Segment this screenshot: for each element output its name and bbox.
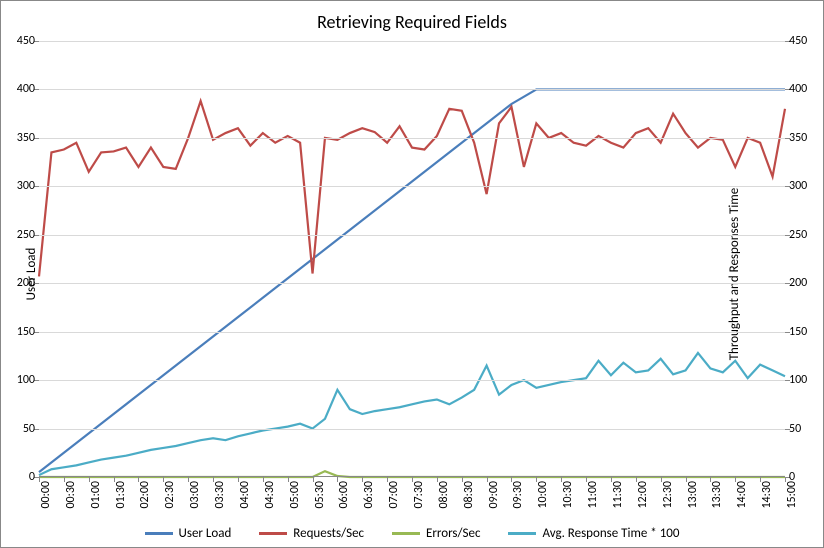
y-tick-left: 150 (17, 325, 35, 339)
y-tick-right: 350 (789, 131, 807, 145)
y-tick-left: 0 (29, 470, 35, 484)
x-tick: 00:30 (64, 481, 78, 509)
y-tick-right: 450 (789, 34, 807, 48)
x-tick: 01:00 (89, 481, 103, 509)
x-tick: 05:00 (288, 481, 302, 509)
x-tick: 07:30 (412, 481, 426, 509)
gridline (39, 235, 785, 236)
x-tick: 07:00 (387, 481, 401, 509)
x-tick: 09:00 (487, 481, 501, 509)
x-tick: 13:00 (686, 481, 700, 509)
x-tick: 09:30 (511, 481, 525, 509)
y-tick-right: 300 (789, 179, 807, 193)
gridline (39, 283, 785, 284)
gridline (39, 380, 785, 381)
x-tick: 04:30 (263, 481, 277, 509)
gridline (39, 429, 785, 430)
y-tick-left: 100 (17, 373, 35, 387)
x-tick: 14:30 (760, 481, 774, 509)
x-tick: 02:30 (163, 481, 177, 509)
x-tick: 10:00 (536, 481, 550, 509)
series-svg (39, 41, 785, 477)
legend-label: Errors/Sec (426, 526, 480, 541)
plot-area: 0501001502002503003504004500501001502002… (39, 41, 785, 477)
y-tick-left: 200 (17, 276, 35, 290)
x-tick: 06:30 (362, 481, 376, 509)
y-tick-left: 450 (17, 34, 35, 48)
x-tick: 11:30 (611, 481, 625, 509)
legend-item-requests_sec: Requests/Sec (259, 526, 364, 541)
x-tick: 13:30 (710, 481, 724, 509)
y-tick-left: 350 (17, 131, 35, 145)
chart-title: Retrieving Required Fields (1, 1, 823, 37)
series-requests_sec (39, 101, 785, 276)
legend-swatch (508, 532, 536, 535)
legend-item-user_load: User Load (145, 526, 232, 541)
x-tick: 10:30 (561, 481, 575, 509)
legend-swatch (392, 532, 420, 535)
x-tick: 06:00 (337, 481, 351, 509)
series-avg_response (39, 353, 785, 475)
y-tick-right: 200 (789, 276, 807, 290)
legend-label: Avg. Response Time * 100 (542, 526, 679, 541)
y-tick-right: 50 (789, 422, 801, 436)
x-tick: 00:00 (39, 481, 53, 509)
y-tick-left: 50 (23, 422, 35, 436)
x-tick: 08:00 (437, 481, 451, 509)
legend-swatch (259, 532, 287, 535)
y-axis-left-label: User Load (24, 248, 39, 301)
y-tick-right: 250 (789, 228, 807, 242)
x-tick: 04:00 (238, 481, 252, 509)
y-tick-left: 250 (17, 228, 35, 242)
x-tick: 12:00 (636, 481, 650, 509)
x-tick: 14:00 (735, 481, 749, 509)
y-tick-right: 400 (789, 82, 807, 96)
x-tick: 12:30 (661, 481, 675, 509)
legend-label: Requests/Sec (293, 526, 364, 541)
y-tick-left: 300 (17, 179, 35, 193)
legend-swatch (145, 532, 173, 535)
legend-item-avg_response: Avg. Response Time * 100 (508, 526, 679, 541)
chart-container: Retrieving Required Fields User Load Thr… (0, 0, 824, 548)
gridline (39, 186, 785, 187)
x-tick: 05:30 (313, 481, 327, 509)
gridline (39, 138, 785, 139)
x-tick: 11:00 (586, 481, 600, 509)
x-tick: 08:30 (462, 481, 476, 509)
gridline (39, 89, 785, 90)
gridline (39, 332, 785, 333)
gridline (39, 41, 785, 42)
y-tick-left: 400 (17, 82, 35, 96)
legend: User Load Requests/Sec Errors/Sec Avg. Resp… (1, 526, 823, 541)
y-tick-right: 150 (789, 325, 807, 339)
x-tick: 02:00 (138, 481, 152, 509)
legend-item-errors_sec: Errors/Sec (392, 526, 480, 541)
x-tick: 15:00 (785, 481, 799, 509)
x-tick: 03:30 (213, 481, 227, 509)
y-tick-right: 100 (789, 373, 807, 387)
legend-label: User Load (179, 526, 232, 541)
x-tick: 01:30 (114, 481, 128, 509)
x-tick: 03:00 (188, 481, 202, 509)
